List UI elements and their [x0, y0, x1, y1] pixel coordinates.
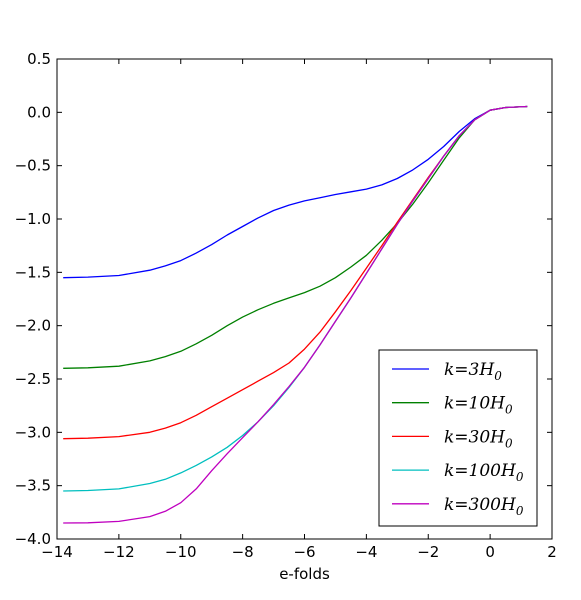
- legend-label-main: k=10H: [444, 394, 506, 414]
- y-tick-label: 0.0: [27, 103, 51, 121]
- series-line-0: [63, 105, 528, 279]
- legend-label-3: k=100H0: [444, 461, 524, 484]
- x-tick-label: 0: [485, 543, 495, 561]
- legend-label-0: k=3H0: [444, 360, 502, 383]
- y-tick-label: −2.0: [15, 317, 51, 335]
- legend-label-subscript: 0: [505, 436, 513, 450]
- x-tick-label: −6: [293, 543, 315, 561]
- y-tick-label: −3.5: [15, 477, 51, 495]
- legend-label-main: k=30H: [444, 427, 506, 447]
- legend-label-main: k=100H: [444, 461, 517, 481]
- y-tick-label: −3.0: [15, 423, 51, 441]
- y-tick-label: −0.5: [15, 157, 51, 175]
- y-tick-label: −1.5: [15, 263, 51, 281]
- series-line-1: [63, 105, 528, 369]
- x-tick-label: −10: [165, 543, 197, 561]
- x-tick-label: −4: [355, 543, 377, 561]
- legend-label-subscript: 0: [516, 504, 524, 518]
- legend-label-1: k=10H0: [444, 394, 513, 417]
- legend-box: [378, 349, 538, 527]
- legend-label-subscript: 0: [516, 470, 524, 484]
- x-tick-label: 2: [547, 543, 557, 561]
- x-tick-label: −8: [232, 543, 254, 561]
- legend-label-4: k=300H0: [444, 495, 524, 518]
- y-tick-label: −4.0: [15, 530, 51, 548]
- legend-label-2: k=30H0: [444, 427, 513, 450]
- tick-layer: −14 −12 −10 −8 −6 −4 −2 0 2 0.5 0.0 −0.5 −1.0 −1.5 −2.…: [15, 50, 557, 561]
- y-tick-label: −1.0: [15, 210, 51, 228]
- legend-label-main: k=3H: [444, 360, 495, 380]
- series-line-4: [63, 105, 528, 524]
- y-tick-label: −2.5: [15, 370, 51, 388]
- legend-label-main: k=300H: [444, 495, 517, 515]
- y-tick-label: 0.5: [27, 50, 51, 68]
- x-axis-label: e-folds: [279, 565, 330, 583]
- legend-label-subscript: 0: [505, 403, 513, 417]
- x-tick-label: −2: [417, 543, 439, 561]
- legend-label-subscript: 0: [494, 369, 502, 383]
- x-tick-label: −12: [103, 543, 135, 561]
- series-layer: [63, 105, 528, 524]
- x-tick-label: −14: [41, 543, 73, 561]
